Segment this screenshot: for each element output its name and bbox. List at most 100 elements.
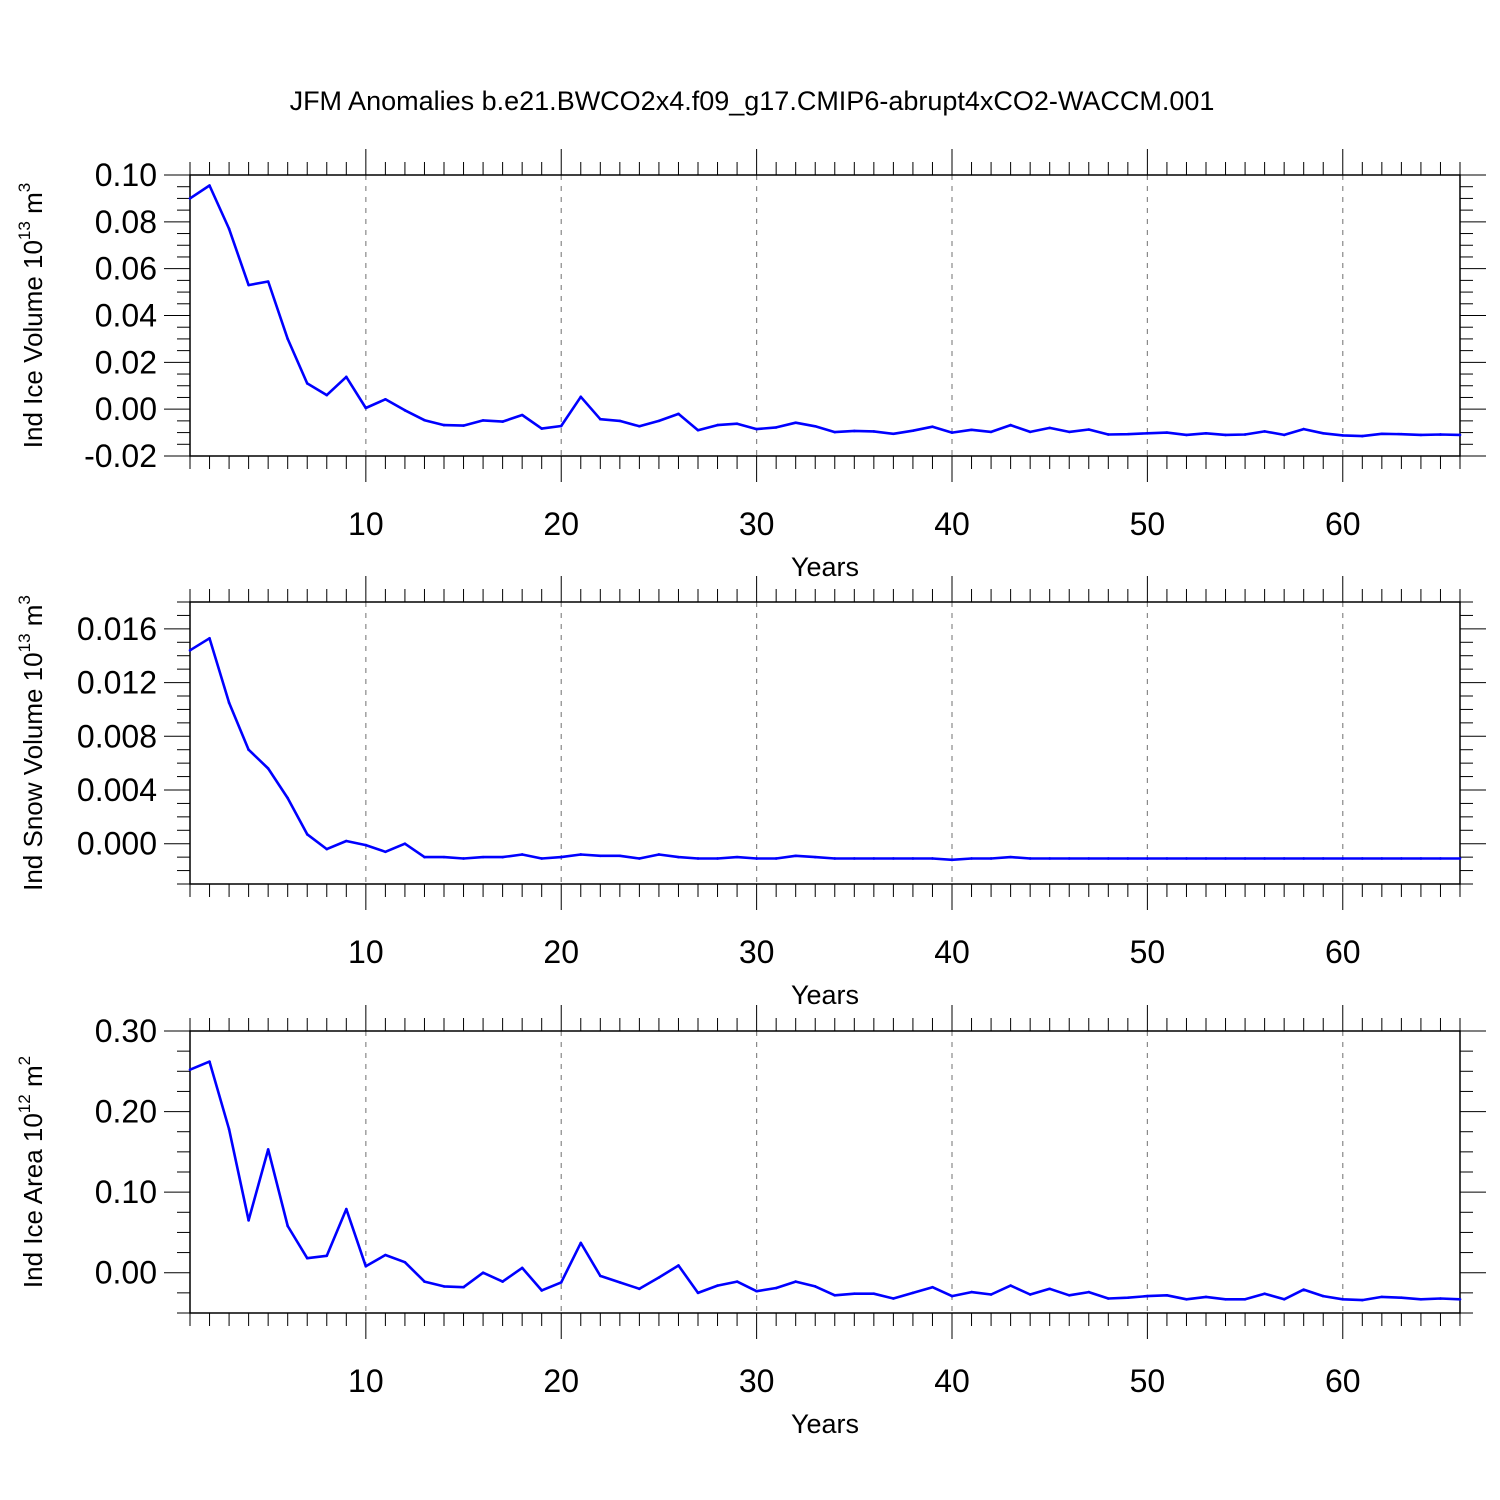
data-point bbox=[950, 431, 954, 434]
data-point bbox=[1028, 430, 1032, 434]
data-point bbox=[501, 420, 504, 423]
data-point bbox=[696, 428, 700, 432]
data-point bbox=[364, 1264, 368, 1268]
data-point bbox=[1419, 433, 1423, 437]
series-line bbox=[189, 636, 1460, 862]
data-point bbox=[325, 847, 329, 851]
data-point bbox=[931, 857, 934, 860]
data-point bbox=[286, 337, 289, 341]
data-point bbox=[462, 424, 465, 427]
data-point bbox=[384, 850, 387, 854]
data-point bbox=[247, 748, 250, 752]
data-point bbox=[794, 854, 797, 858]
y-tick-label: 0.00 bbox=[95, 1255, 157, 1291]
data-point bbox=[1009, 423, 1012, 427]
data-point bbox=[1067, 857, 1071, 860]
data-point bbox=[892, 432, 895, 436]
data-point bbox=[931, 425, 934, 429]
series-line bbox=[189, 184, 1461, 438]
data-point bbox=[325, 393, 329, 397]
panel-1: 10 20 30 40 50 60 -0.02 0.00 0.02 0.04 0.06 0.08 0.1… bbox=[15, 149, 1486, 582]
data-point bbox=[579, 395, 583, 399]
data-point bbox=[677, 412, 680, 416]
data-point bbox=[481, 1271, 485, 1275]
data-point bbox=[599, 1274, 602, 1278]
data-point bbox=[481, 855, 485, 859]
panel-3: 10 20 30 40 50 60 0.00 0.10 0.20 0.30 Years Ind Ice… bbox=[15, 1005, 1486, 1439]
data-point bbox=[188, 649, 192, 652]
data-point bbox=[1341, 434, 1345, 437]
data-point bbox=[813, 855, 817, 859]
data-point bbox=[735, 1280, 739, 1283]
data-point bbox=[1321, 431, 1325, 435]
data-point bbox=[1224, 433, 1227, 437]
data-point bbox=[481, 419, 485, 422]
data-point bbox=[1067, 1293, 1071, 1297]
data-point bbox=[813, 424, 817, 428]
data-point bbox=[1087, 1290, 1091, 1294]
x-tick-label: 30 bbox=[739, 1363, 775, 1399]
data-point bbox=[989, 857, 993, 860]
data-point bbox=[384, 1253, 387, 1257]
data-point bbox=[1263, 1292, 1266, 1295]
data-point bbox=[1361, 434, 1364, 438]
data-point bbox=[1009, 855, 1012, 859]
data-point bbox=[1380, 857, 1384, 860]
data-point bbox=[345, 375, 348, 379]
data-point bbox=[1302, 427, 1305, 431]
data-point bbox=[364, 843, 368, 847]
data-point bbox=[833, 857, 837, 860]
data-point bbox=[657, 1276, 661, 1279]
x-tick-label: 20 bbox=[543, 934, 579, 970]
data-point bbox=[403, 409, 407, 412]
y-tick-label: 0.004 bbox=[77, 772, 157, 808]
data-point bbox=[1419, 1298, 1423, 1301]
data-point bbox=[774, 426, 778, 429]
data-point bbox=[755, 857, 758, 860]
data-point bbox=[1400, 1296, 1403, 1299]
y-tick-label: 0.008 bbox=[77, 718, 157, 754]
data-point bbox=[696, 1291, 700, 1295]
data-point bbox=[1243, 857, 1247, 860]
data-point bbox=[1321, 1294, 1325, 1298]
data-point bbox=[208, 636, 211, 640]
data-point bbox=[227, 227, 231, 231]
data-point bbox=[1165, 1293, 1169, 1297]
data-point bbox=[520, 853, 524, 856]
y-axis-label: Ind Ice Area 1012 m2 bbox=[15, 1056, 48, 1288]
data-point bbox=[618, 419, 622, 423]
data-point bbox=[950, 1294, 954, 1298]
x-tick-label: 40 bbox=[934, 1363, 970, 1399]
data-point bbox=[423, 855, 426, 859]
data-point bbox=[1165, 857, 1169, 860]
data-point bbox=[188, 1068, 192, 1071]
data-point bbox=[911, 857, 915, 860]
data-point bbox=[188, 197, 192, 200]
data-point bbox=[618, 854, 622, 858]
data-point bbox=[1224, 857, 1227, 860]
data-point bbox=[208, 1060, 211, 1063]
series-line bbox=[189, 1060, 1461, 1302]
data-point bbox=[305, 1256, 309, 1260]
data-point bbox=[794, 1280, 797, 1283]
x-tick-label: 30 bbox=[739, 506, 775, 542]
data-point bbox=[442, 855, 446, 859]
data-point bbox=[774, 1286, 778, 1290]
x-tick-label: 30 bbox=[739, 934, 775, 970]
data-point bbox=[1009, 1284, 1012, 1287]
data-point bbox=[364, 406, 368, 410]
data-point bbox=[266, 280, 270, 283]
data-point bbox=[833, 430, 837, 434]
data-point bbox=[1028, 1293, 1032, 1296]
data-point bbox=[501, 1280, 504, 1283]
data-point bbox=[872, 430, 876, 433]
data-point bbox=[657, 853, 661, 856]
data-point bbox=[1126, 1296, 1130, 1299]
data-point bbox=[872, 857, 876, 860]
data-point bbox=[1282, 857, 1286, 860]
data-point bbox=[579, 853, 583, 856]
data-point bbox=[501, 855, 504, 859]
data-point bbox=[227, 701, 231, 705]
data-point bbox=[638, 857, 641, 860]
data-point bbox=[345, 1207, 348, 1211]
